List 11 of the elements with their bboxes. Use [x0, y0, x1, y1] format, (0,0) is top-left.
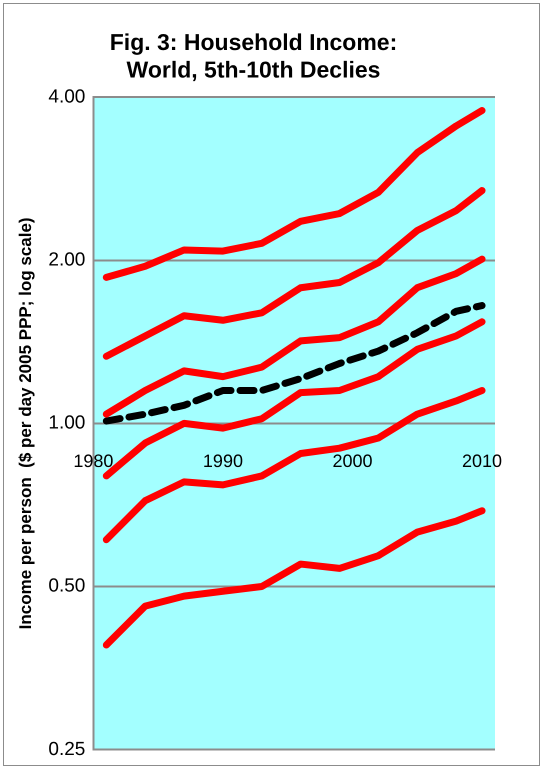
- y-tick-label: 0.50: [48, 576, 86, 597]
- chart-title: Fig. 3: Household Income: World, 5th-10th Declies: [110, 29, 398, 83]
- x-tick-label: 1990: [202, 451, 243, 472]
- y-axis-title: Income per person ($ per day 2005 PPP; log scale): [16, 217, 35, 630]
- x-tick-label: 1980: [73, 451, 114, 472]
- x-tick-label: 2010: [462, 451, 502, 472]
- y-tick-label: 0.25: [48, 738, 86, 760]
- y-tick-label: 4.00: [48, 86, 86, 108]
- y-tick-label: 2.00: [48, 250, 86, 271]
- x-tick-label: 2000: [332, 451, 373, 472]
- y-tick-label: 1.00: [48, 412, 86, 434]
